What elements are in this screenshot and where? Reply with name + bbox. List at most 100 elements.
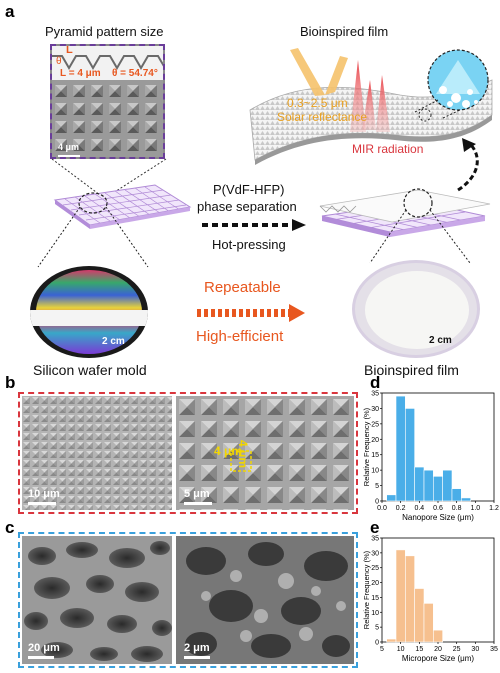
y-tick-label: 15 [371, 452, 379, 459]
c-left-scale-bar [28, 656, 54, 659]
film-on-mold-illustration [319, 188, 491, 264]
x-tick-label: 15 [415, 646, 423, 653]
histogram-d: 0 5 10 15 20 25 30 35 0.0 0.2 0.4 0.6 0.8 1.0 1.2 Nanop… [362, 391, 499, 523]
panel-label-e: e [370, 518, 380, 537]
film-disc [365, 271, 469, 349]
y-tick-label: 10 [371, 610, 379, 617]
y-tick-label: 5 [375, 483, 379, 490]
pyramid-title: Pyramid pattern size [45, 24, 164, 39]
y-tick-label: 25 [371, 565, 379, 572]
histogram-bar [386, 638, 397, 643]
pyramid-scale-label: 4 μm [58, 142, 80, 152]
histogram-bar [423, 603, 434, 643]
histogram-bar [395, 549, 406, 643]
histogram-bar [414, 466, 425, 502]
pyramid-scale-bar [58, 155, 80, 157]
panel-c-frame [18, 532, 358, 668]
histogram-bar [386, 494, 397, 502]
film-photo: 2 cm [352, 260, 480, 358]
curved-arrow [457, 138, 479, 192]
b-right-scale-label: 5 μm [184, 488, 210, 500]
wafer-rainbow [30, 270, 148, 354]
c-left-scale-label: 20 μm [28, 642, 60, 654]
y-tick-label: 20 [371, 580, 379, 587]
y-tick-label: 30 [371, 550, 379, 557]
pyramid-theta-symbol: θ [56, 56, 62, 67]
panel-label-d: d [370, 373, 381, 392]
x-tick-label: 0.2 [396, 505, 406, 512]
x-tick-label: 1.2 [489, 505, 499, 512]
x-tick-label: 0.8 [452, 505, 462, 512]
x-tick-label: 5 [380, 646, 384, 653]
x-tick-label: 10 [397, 646, 405, 653]
histogram-bar [461, 497, 471, 502]
sem-image-b-left: 10 μm [22, 396, 172, 510]
sem-image-b-right: 4 μm 4 μm 5 μm [176, 396, 354, 510]
sem-image-c-left: 20 μm [22, 536, 172, 664]
process-step-1: P(VdF-HFP) [213, 182, 285, 197]
process-step-2: phase separation [197, 199, 297, 214]
y-tick-label: 0 [375, 640, 379, 647]
b-left-scale-label: 10 μm [28, 488, 60, 500]
y-axis-label: Relative Frequency (%) [362, 550, 371, 629]
mir-radiation-label: MIR radiation [352, 142, 424, 156]
histogram-bar [405, 555, 415, 643]
bio-title: Bioinspired film [300, 24, 389, 39]
film-scale-label: 2 cm [429, 335, 452, 346]
y-tick-label: 5 [375, 625, 379, 632]
solar-range-label: 0.3~2.5 μm [287, 96, 348, 110]
pyramid-array-large [176, 396, 354, 510]
x-tick-label: 20 [434, 646, 442, 653]
b-dimension-horizontal: 4 μm [214, 444, 243, 458]
panel-label-b: b [5, 373, 16, 392]
histogram-bar [451, 488, 462, 502]
pyramid-array-small [22, 396, 172, 510]
pyramid-L-symbol: L [66, 44, 73, 56]
x-axis-label: Nanopore Size (μm) [402, 513, 474, 522]
solar-reflectance-label: Solar reflectance [277, 110, 368, 124]
histogram-bar [433, 629, 443, 643]
porous-structure-high [176, 536, 354, 664]
histogram-bar [414, 588, 425, 643]
porous-structure-low [22, 536, 172, 664]
y-tick-label: 35 [371, 536, 379, 543]
y-tick-label: 35 [371, 391, 379, 398]
c-right-scale-label: 2 μm [184, 642, 210, 654]
panel-b-frame [18, 392, 358, 514]
histogram-bar [405, 408, 415, 502]
x-tick-label: 0.4 [414, 505, 424, 512]
mold-grid-illustration [37, 158, 192, 268]
histogram-bar [395, 395, 406, 502]
bio-film-illustration [249, 48, 493, 165]
panel-label-c: c [5, 518, 15, 537]
c-right-scale-bar [184, 656, 210, 659]
b-left-scale-bar [28, 502, 56, 505]
x-axis-label: Micropore Size (μm) [402, 654, 475, 663]
b-right-scale-bar [184, 502, 212, 505]
y-tick-label: 30 [371, 406, 379, 413]
x-tick-label: 30 [471, 646, 479, 653]
x-tick-label: 25 [453, 646, 461, 653]
high-efficient-label: High-efficient [196, 328, 284, 345]
y-tick-label: 10 [371, 468, 379, 475]
y-axis-label: Relative Frequency (%) [362, 407, 371, 486]
wafer-scale-label: 2 cm [102, 336, 125, 347]
histogram-bar [423, 469, 434, 502]
x-tick-label: 0.6 [433, 505, 443, 512]
sem-image-c-right: 2 μm [176, 536, 354, 664]
histogram-bar [433, 476, 443, 502]
x-tick-label: 35 [490, 646, 498, 653]
pyramid-sem-image [52, 46, 163, 157]
process-arrow [202, 219, 306, 231]
y-tick-label: 25 [371, 421, 379, 428]
film-label: Bioinspired film [364, 362, 459, 378]
pyramid-theta-equation: θ = 54.74° [112, 68, 158, 79]
repeatable-label: Repeatable [204, 279, 281, 296]
silicon-wafer-photo: 2 cm [30, 266, 148, 358]
process-step-3: Hot-pressing [212, 237, 286, 252]
panel-label-a: a [5, 2, 15, 21]
wafer-label: Silicon wafer mold [33, 362, 147, 378]
y-tick-label: 0 [375, 499, 379, 506]
pyramid-L-equation: L = 4 μm [60, 68, 101, 79]
